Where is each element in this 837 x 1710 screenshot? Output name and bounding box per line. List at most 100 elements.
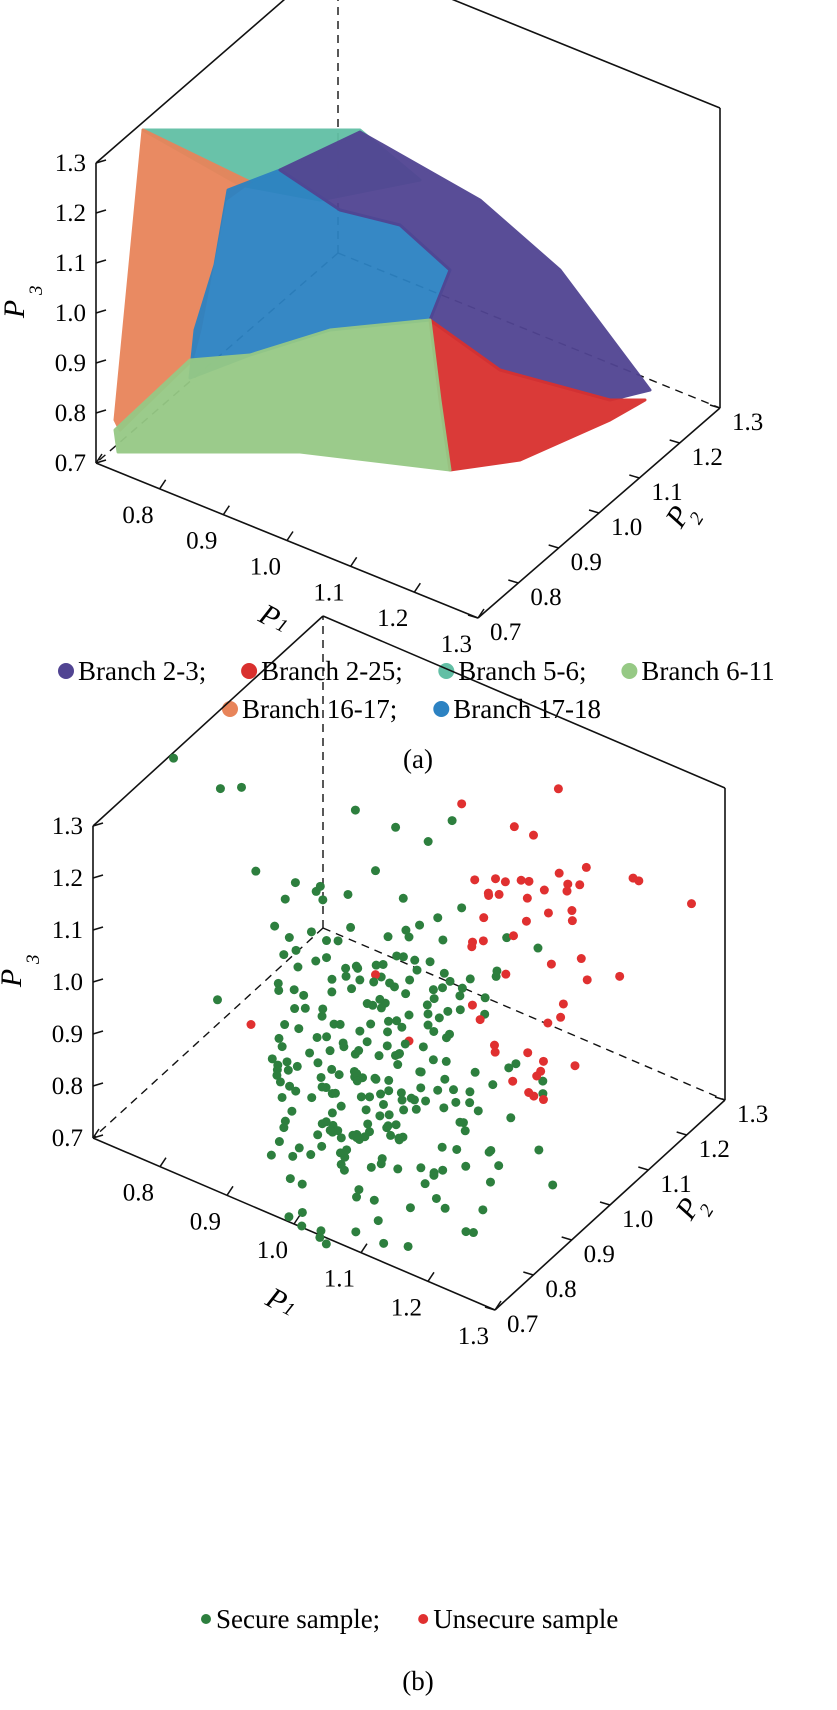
z-tick-label: 1.2 xyxy=(52,865,83,892)
point-unsecure xyxy=(570,1061,580,1071)
point-secure xyxy=(318,1004,328,1014)
point-secure xyxy=(438,935,448,945)
point-secure xyxy=(280,894,290,904)
point-secure xyxy=(355,975,365,985)
point-secure xyxy=(538,1076,548,1086)
point-secure xyxy=(420,1179,430,1189)
cube-hidden-edge xyxy=(322,927,726,1101)
point-unsecure xyxy=(538,1095,548,1105)
point-secure xyxy=(288,1151,298,1161)
point-unsecure xyxy=(543,908,553,918)
point-secure xyxy=(277,1042,287,1052)
y-tick-mark xyxy=(669,439,680,444)
point-secure xyxy=(399,1105,409,1115)
point-secure xyxy=(284,933,294,942)
z-tick-label: 1.1 xyxy=(52,917,83,944)
point-secure xyxy=(461,1227,471,1237)
z-tick-label: 1.0 xyxy=(52,969,83,996)
point-secure xyxy=(455,1005,465,1015)
point-unsecure xyxy=(554,868,564,878)
point-secure xyxy=(382,1041,392,1051)
x-tick-mark xyxy=(226,1185,234,1196)
z-tick-mark xyxy=(95,409,107,414)
point-secure xyxy=(502,933,512,943)
panel-a: 0.7 0.8 0.9 1.0 1.1 1.2 1.3 0.8 0.9 1.0 1.1 1.2 1.3 0… xyxy=(0,0,775,774)
point-unsecure xyxy=(479,913,489,923)
point-unsecure xyxy=(562,886,572,896)
z-tick-mark xyxy=(95,359,107,364)
point-secure xyxy=(451,1097,461,1107)
point-secure xyxy=(488,1080,498,1090)
point-secure xyxy=(267,1054,277,1064)
legend-label: Branch 2-25; xyxy=(261,656,403,686)
point-secure xyxy=(391,1120,401,1130)
x-tick-mark xyxy=(360,1243,368,1254)
x-tick-label: 1.3 xyxy=(441,631,472,658)
legend-label: Branch 17-18 xyxy=(453,694,601,724)
point-secure xyxy=(486,1145,496,1155)
point-secure xyxy=(317,1011,327,1021)
legend-marker xyxy=(433,701,450,717)
point-secure xyxy=(411,1104,421,1114)
point-secure xyxy=(445,1029,455,1039)
point-secure xyxy=(213,995,222,1005)
z-tick-mark xyxy=(92,926,104,931)
point-secure xyxy=(440,1074,450,1084)
z-tick-mark xyxy=(92,822,104,827)
point-unsecure xyxy=(494,889,504,899)
y-tick-mark xyxy=(676,1131,687,1136)
point-secure xyxy=(425,957,435,967)
point-secure xyxy=(336,1159,346,1169)
point-secure xyxy=(548,1180,558,1190)
point-secure xyxy=(534,1145,544,1155)
point-secure xyxy=(465,974,475,984)
x-tick-label: 1.1 xyxy=(313,579,344,606)
point-unsecure xyxy=(516,875,526,885)
point-secure xyxy=(460,1126,470,1136)
point-secure xyxy=(287,1106,297,1116)
point-secure xyxy=(371,960,381,970)
point-secure xyxy=(370,1073,380,1083)
point-secure xyxy=(393,1164,403,1174)
x-tick-label: 1.1 xyxy=(324,1266,355,1293)
point-unsecure xyxy=(501,969,511,979)
point-secure xyxy=(315,1232,325,1242)
point-unsecure xyxy=(581,862,591,872)
point-secure xyxy=(423,1020,433,1030)
x-tick-label: 0.8 xyxy=(122,502,153,529)
point-secure xyxy=(294,1024,304,1034)
point-secure xyxy=(441,1056,451,1066)
point-secure xyxy=(290,1004,300,1014)
point-secure xyxy=(445,976,455,986)
point-secure xyxy=(397,1022,407,1032)
point-secure xyxy=(465,1098,475,1108)
point-secure xyxy=(333,936,343,946)
point-secure xyxy=(313,1058,323,1068)
point-secure xyxy=(336,1133,346,1143)
point-secure xyxy=(403,1241,413,1251)
point-secure xyxy=(378,959,388,969)
point-secure xyxy=(327,987,337,997)
y-tick-label: 1.3 xyxy=(732,409,763,436)
point-secure xyxy=(392,951,402,961)
point-unsecure xyxy=(556,1012,566,1022)
x-tick-mark xyxy=(159,1157,167,1168)
point-secure xyxy=(282,1057,292,1067)
point-secure xyxy=(273,978,283,988)
point-secure xyxy=(365,1092,375,1102)
point-unsecure xyxy=(539,885,549,895)
legend-marker xyxy=(418,1614,429,1624)
point-secure xyxy=(300,1003,310,1013)
legend-marker xyxy=(58,663,74,679)
point-secure xyxy=(327,1064,337,1074)
legend-label: Unsecure sample xyxy=(433,1604,618,1634)
point-secure xyxy=(317,1082,327,1092)
y-tick-mark xyxy=(523,1271,534,1276)
y-tick-mark xyxy=(599,1201,611,1206)
legend-marker xyxy=(241,663,258,679)
point-secure xyxy=(306,1150,316,1160)
z-tick-label: 0.8 xyxy=(55,400,86,427)
point-secure xyxy=(423,837,433,846)
z-tick-label: 1.2 xyxy=(55,200,86,227)
point-unsecure xyxy=(468,937,478,947)
